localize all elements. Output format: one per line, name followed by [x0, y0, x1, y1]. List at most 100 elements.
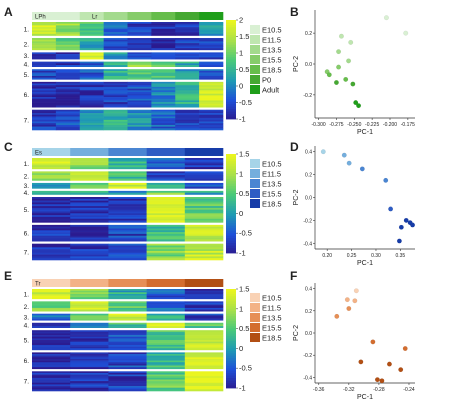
heatmap-cell: [108, 209, 147, 212]
header-text-lph: LPh: [35, 15, 46, 21]
heatmap-cell: [146, 252, 186, 255]
heatmap-cell: [199, 90, 224, 93]
heatmap-cell: [103, 69, 128, 72]
cluster-label-4: 4.: [24, 323, 30, 330]
heatmap-cell: [79, 123, 104, 126]
heatmap-cell: [184, 161, 224, 164]
colorbar-segment: [226, 74, 236, 78]
heatmap-cell: [32, 200, 71, 203]
heatmap-cell: [108, 213, 147, 216]
heatmap-cell: [32, 333, 71, 336]
heatmap-cell: [146, 344, 186, 347]
heatmap-cell: [184, 363, 224, 366]
heatmap-cell: [146, 315, 186, 318]
heatmap-cell: [70, 324, 109, 327]
heatmap-cell: [32, 243, 71, 246]
header-cell: [32, 148, 71, 156]
heatmap-cell: [32, 123, 57, 126]
heatmap-cell: [108, 330, 147, 333]
heatmap-cell: [127, 77, 152, 80]
header-text-tr: Tr: [35, 282, 40, 288]
heatmap-cell: [184, 254, 224, 257]
heatmap-cell: [79, 95, 104, 98]
colorbar-segment: [226, 99, 236, 103]
heatmap-cell: [199, 55, 224, 58]
heatmap-cell: [32, 102, 57, 105]
heatmap-cell: [32, 65, 57, 67]
heatmap-cell: [32, 230, 71, 233]
heatmap-cell: [127, 48, 152, 51]
heatmap-cell: [55, 48, 81, 51]
scatter-point: [350, 81, 356, 87]
heatmap-cell: [108, 295, 147, 298]
colorbar-segment: [226, 230, 236, 234]
legend-swatch: [250, 25, 260, 34]
heatmap-cell: [108, 336, 147, 339]
heatmap-cell: [184, 304, 224, 307]
heatmap-cell: [127, 90, 152, 93]
heatmap-cell: [199, 28, 224, 31]
heatmap-cell: [70, 302, 109, 305]
colorbar-segment: [226, 154, 236, 157]
heatmap-cell: [151, 103, 176, 106]
heatmap-cell: [32, 113, 57, 116]
heatmap-cell: [55, 39, 81, 42]
x-tick-label: -0.24: [403, 387, 415, 393]
heatmap-cell: [184, 198, 224, 201]
heatmap-cell: [32, 336, 71, 339]
heatmap-cell: [70, 336, 109, 339]
heatmap-cell: [108, 386, 147, 389]
heatmap-cell: [184, 230, 224, 233]
colorbar-segment: [226, 218, 236, 222]
heatmap-cell: [199, 103, 224, 106]
x-tick-label: -0.300: [311, 122, 325, 128]
heatmap-cell: [79, 85, 104, 88]
colorbar-segment: [226, 193, 236, 197]
heatmap-cell: [184, 206, 224, 209]
heatmap-cell: [184, 357, 224, 360]
scatter-point: [356, 103, 362, 109]
heatmap-cell: [184, 367, 224, 370]
heatmap-cell: [146, 161, 186, 164]
heatmap-cell: [70, 213, 109, 216]
colorbar-segment: [226, 223, 236, 227]
y-tick-label: 0.4: [305, 150, 312, 156]
heatmap-cell: [146, 363, 186, 366]
heatmap-cell: [32, 250, 71, 254]
heatmap-cell: [127, 33, 152, 36]
heatmap-cell: [103, 55, 128, 58]
colorbar-segment: [226, 39, 236, 43]
heatmap-cell: [70, 379, 109, 382]
heatmap-cell: [146, 232, 186, 235]
heatmap-cell: [184, 297, 224, 300]
heatmap-cell: [199, 114, 224, 117]
heatmap-cell: [127, 25, 152, 28]
heatmap-cell: [146, 358, 186, 361]
heatmap-cell: [175, 27, 200, 30]
heatmap-cell: [184, 171, 224, 174]
heatmap-cell: [103, 41, 128, 44]
colorbar-segment: [226, 158, 236, 162]
colorbar-segment: [226, 340, 236, 344]
heatmap-cell: [184, 252, 224, 255]
heatmap-cell: [55, 63, 81, 66]
heatmap-cell: [55, 72, 81, 75]
heatmap-cell: [108, 207, 147, 210]
heatmap-cell: [146, 245, 186, 248]
x-tick-label: 0.30: [371, 253, 381, 259]
heatmap-cell: [146, 376, 186, 379]
heatmap-cell: [127, 72, 152, 75]
heatmap-cell: [103, 38, 128, 41]
heatmap-cell: [127, 43, 152, 46]
scatter-point: [398, 224, 404, 230]
heatmap-cell: [151, 95, 176, 98]
heatmap-cell: [32, 124, 57, 127]
heatmap-cell: [32, 302, 71, 305]
heatmap-cell: [184, 239, 224, 242]
panel-label-f: F: [290, 269, 297, 283]
heatmap-cell: [146, 292, 186, 295]
heatmap-cell: [55, 41, 81, 44]
colorbar-segment: [226, 298, 236, 302]
heatmap-cell: [79, 111, 104, 114]
cluster-label-2: 2.: [24, 41, 30, 48]
